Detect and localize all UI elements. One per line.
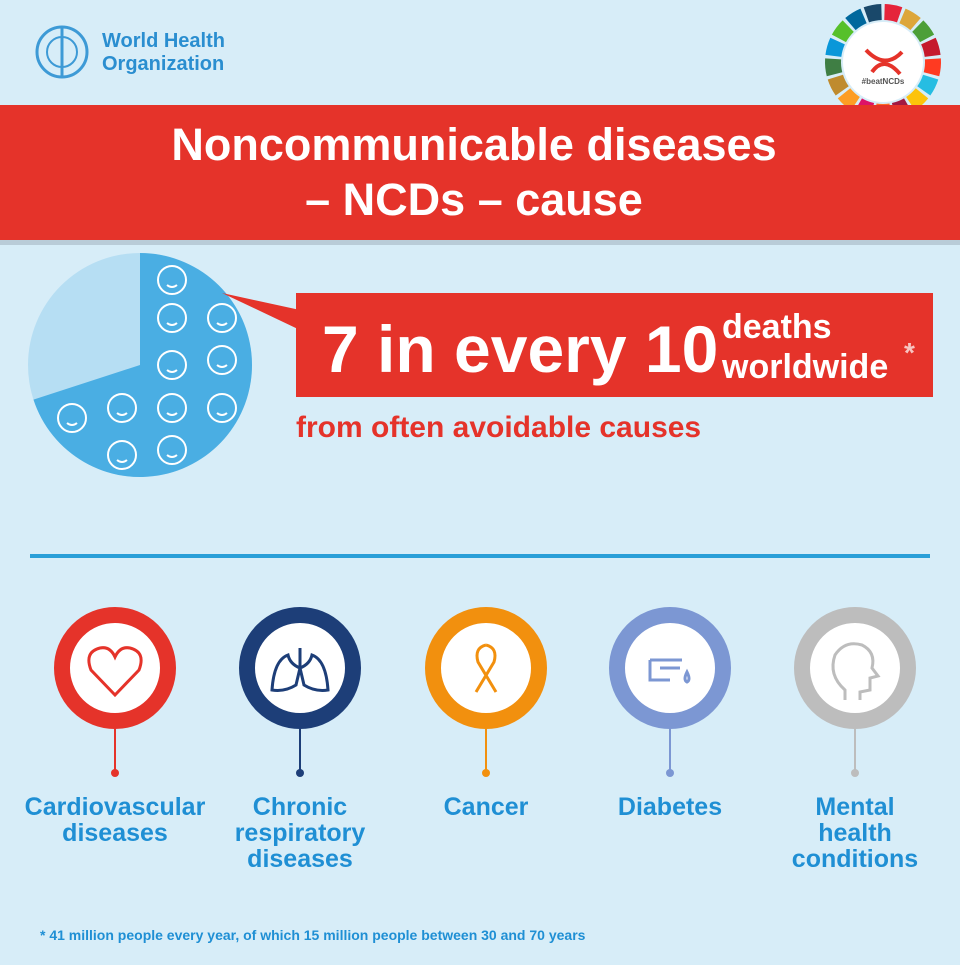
cause-ring: [54, 607, 176, 729]
cause-label: Cardiovascular: [25, 793, 206, 821]
badge-segment: [899, 8, 921, 31]
cause-ring: [794, 607, 916, 729]
face-icon: [157, 350, 187, 380]
face-icon: [207, 393, 237, 423]
cause-label: health: [818, 819, 892, 847]
icon-heart: [87, 646, 143, 698]
cause-dot: [296, 769, 304, 777]
banner-shadow: [0, 237, 960, 245]
badge-segment: [912, 20, 935, 43]
cause-label: Cancer: [444, 793, 529, 821]
cause-label: diseases: [247, 845, 353, 873]
badge-segment: [863, 4, 882, 23]
face-outline: [157, 350, 187, 380]
face-icon: [157, 435, 187, 465]
badge-segment: [923, 58, 941, 77]
cause-label: respiratory: [235, 819, 366, 847]
face-icon: [157, 393, 187, 423]
face-outline: [157, 393, 187, 423]
face-icon: [157, 265, 187, 295]
pie-chart: [28, 253, 252, 478]
face-outline: [157, 265, 187, 295]
badge-segment: [837, 88, 860, 111]
face-outline: [57, 403, 87, 433]
face-outline: [207, 303, 237, 333]
face-smile: [166, 284, 178, 288]
face-outline: [107, 440, 137, 470]
subtitle: from often avoidable causes: [296, 411, 701, 444]
face-smile: [216, 322, 228, 326]
pie-slice: [33, 253, 252, 478]
badge-segment: [917, 74, 939, 96]
face-outline: [107, 393, 137, 423]
face-outline: [157, 303, 187, 333]
headline-box: [296, 293, 933, 397]
cause-dot: [851, 769, 859, 777]
icon-head: [831, 642, 881, 700]
badge-segment: [825, 37, 845, 57]
face-smile: [216, 364, 228, 368]
cause-label: Diabetes: [618, 793, 722, 821]
badge-segment: [906, 88, 929, 111]
face-icon: [57, 403, 87, 433]
banner-title: – NCDs – cause: [305, 174, 643, 225]
icon-ribbon: [474, 643, 498, 693]
headline-side: worldwide: [721, 348, 888, 386]
face-smile: [166, 412, 178, 416]
cause-label: conditions: [792, 845, 918, 873]
logo-text: World Health: [102, 30, 225, 52]
asterisk: *: [904, 337, 915, 368]
badge-segment: [825, 58, 843, 77]
badge-segment: [921, 37, 941, 57]
face-outline: [207, 345, 237, 375]
face-icon: [107, 440, 137, 470]
cause-dot: [482, 769, 490, 777]
badge-segment: [827, 74, 849, 96]
headline-side: deaths: [722, 308, 832, 346]
badge-text: #beatNCDs: [862, 77, 905, 86]
face-smile: [66, 422, 78, 426]
cause-label: Chronic: [253, 793, 348, 821]
banner-title: Noncommunicable diseases: [171, 119, 776, 170]
who-logo: World Health Organization: [35, 25, 225, 79]
face-icon: [207, 303, 237, 333]
face-smile: [216, 412, 228, 416]
logo-text: Organization: [102, 53, 224, 75]
face-smile: [166, 322, 178, 326]
cause-label: Mental: [815, 793, 894, 821]
cause-dot: [111, 769, 119, 777]
icon-hand: [648, 658, 691, 684]
sdg-badge: #beatNCDs: [825, 4, 941, 120]
cause-label: diseases: [62, 819, 168, 847]
badge-segment: [884, 4, 903, 23]
face-icon: [207, 345, 237, 375]
banner: [0, 105, 960, 240]
cause-ring: [425, 607, 547, 729]
badge-segment: [831, 20, 854, 43]
callout-pointer: [222, 293, 300, 330]
face-icon: [107, 393, 137, 423]
headline-main: 7 in every 10: [322, 312, 718, 386]
face-smile: [166, 454, 178, 458]
badge-segment: [845, 8, 867, 31]
cause-item: Cancer: [425, 607, 547, 821]
face-smile: [116, 412, 128, 416]
face-smile: [116, 459, 128, 463]
face-outline: [207, 393, 237, 423]
face-icon: [157, 303, 187, 333]
face-smile: [166, 369, 178, 373]
face-outline: [157, 435, 187, 465]
cause-dot: [666, 769, 674, 777]
icon-lungs: [270, 648, 330, 692]
footnote: * 41 million people every year, of which…: [40, 927, 586, 943]
